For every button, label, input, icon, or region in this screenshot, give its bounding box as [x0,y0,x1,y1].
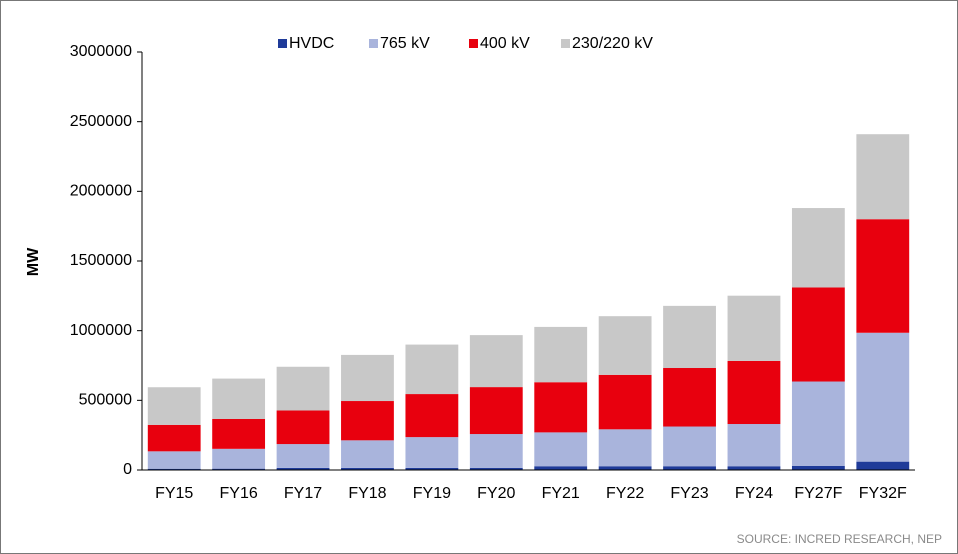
bar-segment [212,419,266,449]
bar-segment [598,466,652,470]
bar-segment [727,360,781,425]
legend-swatch [561,39,570,48]
bar-segment [791,465,845,470]
bar-segment [856,461,910,470]
x-tick-label: FY19 [413,485,451,502]
bar-segment [856,134,910,220]
bar-segment [727,424,781,467]
bar-segment [212,468,266,470]
x-tick-label: FY17 [284,485,322,502]
y-axis-label: MW [25,247,42,276]
bar-segment [405,437,459,468]
bar-segment [663,426,716,467]
y-tick-label: 2000000 [70,183,132,200]
bar-segment [276,410,330,445]
bar-segment [534,326,588,383]
legend-label: 400 kV [480,35,530,52]
bar-segment [727,295,781,361]
bar-segment [598,429,652,467]
bar-segment [405,467,459,470]
x-tick-label: FY22 [606,485,644,502]
bar-segment [598,374,652,430]
bar-segment [469,434,523,468]
bar-segment [663,466,716,470]
bar-segment [598,316,652,375]
bar-segment [276,366,330,411]
bar-segment [341,467,394,470]
y-tick-label: 3000000 [70,43,132,60]
legend-swatch [469,39,478,48]
legend-label: 765 kV [380,35,430,52]
bar-segment [341,354,394,402]
bar-segment [856,332,910,462]
source: SOURCE: INCRED RESEARCH, NEP [737,532,942,546]
y-tick-label: 500000 [79,392,132,409]
x-tick-label: FY18 [348,485,386,502]
x-tick-label: FY15 [155,485,193,502]
bar-segment [469,467,523,470]
legend-label: 230/220 kV [572,35,653,52]
bar-segment [212,448,266,469]
bar-segment [469,335,523,388]
bar-segment [147,387,201,425]
bar-segment [276,444,330,468]
x-tick-label: FY23 [670,485,708,502]
bar-segment [147,424,201,452]
bar-segment [534,382,588,433]
bar-segment [341,440,394,468]
y-tick-label: 2500000 [70,113,132,130]
x-tick-label: FY24 [735,485,773,502]
bar-segment [405,344,459,395]
bar-segment [212,378,266,420]
y-tick-label: 1500000 [70,252,132,269]
bar-segment [147,451,201,469]
x-tick-label: FY32F [859,485,907,502]
bar-segment [147,468,201,470]
legend-swatch [278,39,287,48]
bar-segment [341,401,394,441]
bar-segment [534,466,588,470]
bar-segment [663,368,716,427]
legend-swatch [369,39,378,48]
bar-segment [276,467,330,470]
bar-segment [791,381,845,466]
x-tick-label: FY16 [220,485,258,502]
bar-segment [469,387,523,435]
bar-segment [405,394,459,438]
bar-segment [856,219,910,333]
legend-label: HVDC [289,35,334,52]
x-tick-label: FY20 [477,485,515,502]
bar-segment [791,287,845,382]
bar-segment [534,432,588,467]
bar-segment [791,208,845,288]
y-tick-label: 1000000 [70,322,132,339]
y-tick-label: 0 [123,461,132,478]
bar-segment [663,305,716,369]
x-tick-label: FY27F [794,485,842,502]
bar-segment [727,466,781,470]
x-tick-label: FY21 [542,485,580,502]
